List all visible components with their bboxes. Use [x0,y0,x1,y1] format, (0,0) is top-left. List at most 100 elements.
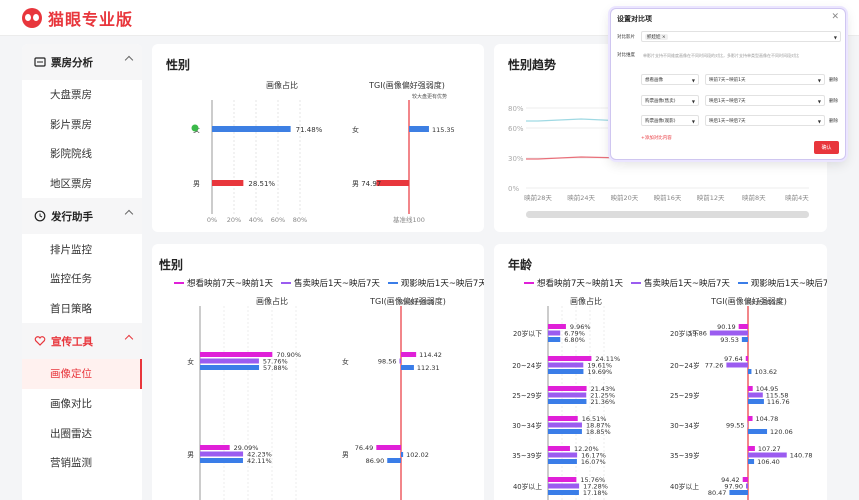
chevron-down-icon: ▼ [691,78,695,83]
film-select[interactable]: 抓娃娃 × ▼ [641,31,841,42]
tgi-bar [738,324,748,329]
cat-eye-logo-icon [22,8,42,28]
bar [548,422,582,428]
bar-value-label: 16.51% [582,415,607,423]
sidebar-item-radar[interactable]: 出圈雷达 [50,427,92,440]
bar-value-label: 42.23% [247,450,272,458]
legend-item[interactable]: 售卖映后1天~映后7天 [630,277,730,289]
bar [548,337,561,342]
app-title: 猫眼专业版 [48,10,134,29]
time-range-select[interactable]: 映后1天~映后7天 ▼ [705,115,825,126]
profile-type-select[interactable]: 购票画像(观影) ▼ [641,115,699,126]
gender-chart: 0% 20% 40% 60% 80% 71.48% 女 28.51% 男 较大盘更有优势 115.3… [191,93,455,224]
legend-item[interactable]: 想看映前7天~映前1天 [174,277,273,289]
tgi-note: 较大盘更有优势 [399,299,434,306]
legend-item[interactable]: 售卖映后1天~映后7天 [280,277,380,289]
time-range-select[interactable]: 映前7天~映前1天 ▼ [705,74,825,85]
tgi-value-label: 102.02 [406,451,429,459]
tgi-bar [376,180,409,186]
tgi-bar [401,352,417,357]
chevron-up-icon [124,55,134,65]
logo[interactable]: 猫眼专业版 [22,6,133,30]
sidebar-group-promo[interactable]: 宣传工具 [22,323,142,360]
legend-item[interactable]: 观影映后1天~映后7天 [737,277,827,289]
sidebar-item-marketing[interactable]: 营销监测 [50,457,92,470]
delete-button[interactable]: 删除 [829,78,838,83]
bar [548,477,577,482]
delete-button[interactable]: 删除 [829,99,838,104]
tgi-note: 较大盘更有优势 [746,299,781,306]
bar-value-label: 6.79% [564,329,585,337]
x-tick-label: 0% [207,216,217,224]
bar [200,358,259,364]
confirm-button[interactable]: 确认 [814,141,839,154]
tgi-value-label: 140.78 [790,451,813,459]
time-range-select[interactable]: 映后1天~映后7天 ▼ [705,95,825,106]
bar-value-label: 24.11% [595,355,620,363]
chart-title: TGI(画像偏好强弱度) [711,297,787,306]
x-tick-label: 60% [271,216,285,224]
sidebar-item-profile[interactable]: 画像定位 [22,359,142,389]
card-title: 性别 [166,58,191,72]
row-label: 20岁以下 [670,329,699,338]
tgi-value-label: 104.78 [756,415,779,423]
tgi-value-label: 80.47 [708,489,727,497]
compare-settings-dialog: 设置对比项 ✕ 对比影片 抓娃娃 × ▼ 对比维度 单影片支持不同维度画像在不同… [610,8,846,160]
legend-item[interactable]: 观影映后1天~映后7天 [387,277,484,289]
tgi-value-label: 116.76 [767,398,790,406]
sidebar-item-film[interactable]: 影片票房 [50,118,92,131]
tgi-value-label: 90.19 [717,323,736,331]
bar [212,180,244,186]
close-icon[interactable]: ✕ [831,12,839,22]
tgi-bar [401,365,414,370]
tgi-bar [748,386,753,391]
x-tick-label: 映前12天 [697,193,725,202]
row-label: 女 [187,357,194,366]
sidebar-item-market[interactable]: 大盘票房 [50,89,92,102]
bar-value-label: 17.18% [583,489,608,497]
bar-value-label: 9.96% [570,323,591,331]
row-label: 30~34岁 [512,421,542,430]
bar [548,490,579,495]
sidebar-group-release[interactable]: 发行助手 [22,198,142,235]
add-compare-button[interactable]: +添加对比内容 [641,136,672,141]
legend-item[interactable]: 想看映前7天~映前1天 [524,277,623,289]
chevron-down-icon: ▼ [817,99,821,104]
y-tick-label: 30% [508,155,524,163]
sidebar-item-first-day[interactable]: 首日策略 [50,302,92,315]
bar-value-label: 16.17% [581,451,606,459]
bar [548,452,578,458]
sidebar-item-monitor[interactable]: 监控任务 [50,273,92,286]
heart-icon [34,336,46,347]
tgi-value-label: 76.49 [355,444,374,452]
tgi-value-label: 77.26 [705,361,724,369]
sidebar-group-label: 票房分析 [51,56,93,69]
female-icon [191,124,199,132]
sidebar-group-box-office[interactable]: 票房分析 [22,44,142,80]
delete-button[interactable]: 删除 [829,119,838,124]
profile-type-select[interactable]: 想看画像 ▼ [641,74,699,85]
film-tag[interactable]: 抓娃娃 × [645,33,668,40]
bar-value-label: 21.43% [591,385,616,393]
tgi-value-label: 97.90 [724,482,743,490]
tgi-bar [726,362,748,368]
sidebar-item-cinema[interactable]: 影院院线 [50,148,92,161]
bar-value-label: 42.11% [247,457,272,465]
bar-value-label: 6.80% [564,336,585,344]
profile-type-select[interactable]: 购票画像(售卖) ▼ [641,95,699,106]
chart-title: 画像占比 [266,81,298,90]
row-label: 女 [342,357,349,366]
sidebar-item-region[interactable]: 地区票房 [50,178,92,191]
sidebar-item-profile-compare[interactable]: 画像对比 [50,398,92,411]
x-tick-label: 映前28天 [524,193,552,202]
card-title: 性别 [159,258,184,272]
bar-value-label: 12.20% [574,445,599,453]
chevron-down-icon: ▼ [691,99,695,104]
sidebar-group-label: 宣传工具 [51,335,93,348]
sidebar-item-schedule[interactable]: 排片监控 [50,243,92,256]
y-tick-label: 80% [508,105,524,113]
sidebar-group-label: 发行助手 [51,210,93,223]
baseline-label: 基准线100 [393,215,425,224]
chart-title: 画像占比 [570,297,602,306]
tgi-bar [745,356,748,361]
